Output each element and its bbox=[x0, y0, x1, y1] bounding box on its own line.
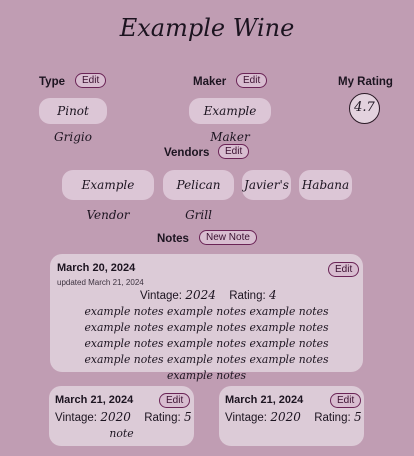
vintage-label: Vintage: bbox=[55, 412, 97, 424]
vendor-pill: Habana bbox=[299, 170, 352, 200]
note-rating-value: 4 bbox=[269, 288, 277, 302]
edit-note-button[interactable]: Edit bbox=[328, 262, 360, 277]
edit-note-button[interactable]: Edit bbox=[330, 393, 362, 408]
vintage-value: 2024 bbox=[185, 288, 216, 302]
edit-note-button[interactable]: Edit bbox=[159, 393, 191, 408]
note-date: March 21, 2024 bbox=[225, 394, 304, 406]
new-note-button[interactable]: New Note bbox=[199, 230, 257, 245]
note-meta: Vintage: 2020 Rating: 5 bbox=[225, 410, 362, 424]
note-card: March 21, 2024 Edit Vintage: 2020 Rating… bbox=[219, 386, 364, 446]
wine-title: Example Wine bbox=[119, 14, 295, 42]
maker-label: Maker bbox=[193, 76, 227, 88]
note-rating-label: Rating: bbox=[229, 290, 266, 302]
note-text: example notes example notes example note… bbox=[84, 305, 329, 382]
note-rating-value: 5 bbox=[354, 410, 362, 424]
note-card: March 20, 2024 updated March 21, 2024 Ed… bbox=[50, 254, 363, 382]
vintage-label: Vintage: bbox=[225, 412, 267, 424]
edit-maker-button[interactable]: Edit bbox=[236, 73, 268, 88]
maker-value: Example Maker bbox=[189, 98, 271, 144]
type-label: Type bbox=[39, 76, 65, 88]
edit-vendors-button[interactable]: Edit bbox=[218, 144, 250, 159]
edit-type-button[interactable]: Edit bbox=[75, 73, 107, 88]
note-meta: Vintage: 2020 Rating: 5 bbox=[55, 410, 192, 424]
rating-value: 4.7 bbox=[349, 93, 380, 124]
note-rating-label: Rating: bbox=[314, 412, 351, 424]
note-updated: updated March 21, 2024 bbox=[57, 278, 144, 287]
notes-label: Notes bbox=[157, 233, 189, 245]
rating-label: My Rating bbox=[338, 76, 393, 88]
note-rating-value: 5 bbox=[184, 410, 192, 424]
vendor-pill: Example Vendor bbox=[62, 170, 154, 222]
type-value: Pinot Grigio bbox=[39, 98, 107, 144]
vintage-label: Vintage: bbox=[140, 290, 182, 302]
note-text: note bbox=[109, 427, 134, 440]
vendor-pill: Javier's bbox=[242, 170, 291, 200]
note-date: March 20, 2024 bbox=[57, 262, 136, 274]
note-meta: Vintage: 2024 Rating: 4 bbox=[140, 288, 277, 302]
note-rating-label: Rating: bbox=[144, 412, 181, 424]
note-card: March 21, 2024 Edit Vintage: 2020 Rating… bbox=[49, 386, 194, 446]
vendors-label: Vendors bbox=[164, 147, 210, 159]
vendor-pill: Pelican Grill bbox=[163, 170, 234, 222]
note-date: March 21, 2024 bbox=[55, 394, 134, 406]
vintage-value: 2020 bbox=[270, 410, 301, 424]
vintage-value: 2020 bbox=[100, 410, 131, 424]
